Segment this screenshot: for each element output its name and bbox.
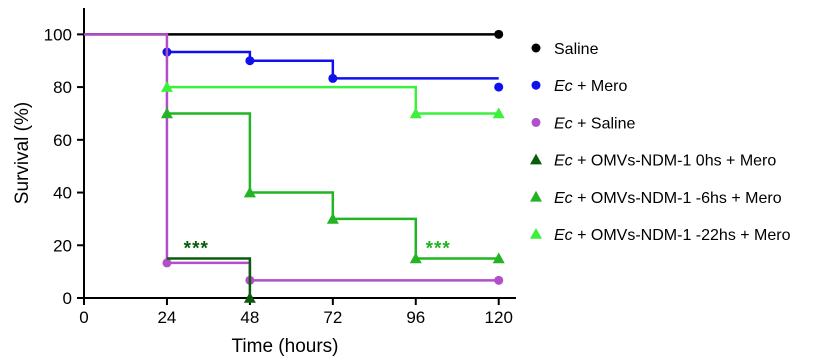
legend-label-organism: Ec: [554, 227, 573, 244]
legend-label-text: + OMVs-NDM-1 -6hs + Mero: [573, 190, 782, 207]
legend-label: Ec + Mero: [554, 78, 627, 95]
legend-item: Ec + OMVs-NDM-1 -22hs + Mero: [530, 227, 791, 244]
series-2: [84, 33, 504, 285]
x-tick-label: 72: [323, 308, 342, 327]
data-point: [530, 190, 542, 202]
x-tick-label: 0: [79, 308, 88, 327]
legend-label-text: + Mero: [573, 78, 628, 95]
series-line: [166, 257, 252, 298]
legend-label: Saline: [554, 41, 599, 58]
y-tick-label: 40: [53, 184, 72, 203]
data-point: [160, 81, 173, 92]
legend-label: Ec + OMVs-NDM-1 -22hs + Mero: [554, 227, 791, 244]
legend-item: Saline: [531, 41, 599, 58]
legend-label-organism: Ec: [554, 190, 573, 207]
legend-label-text: + OMVs-NDM-1 0hs + Mero: [573, 153, 777, 170]
data-point: [328, 73, 338, 83]
data-point: [162, 258, 172, 268]
series-layer: [84, 29, 505, 303]
significance-annotation: ***: [184, 238, 209, 259]
x-tick-label: 24: [157, 308, 176, 327]
series-3: [166, 257, 256, 303]
data-point: [531, 43, 541, 53]
legend-label: Ec + OMVs-NDM-1 -6hs + Mero: [554, 190, 782, 207]
y-tick-label: 60: [53, 131, 72, 150]
legend-label-text: + OMVs-NDM-1 -22hs + Mero: [573, 227, 791, 244]
y-tick-label: 0: [63, 289, 72, 308]
data-point: [494, 275, 504, 285]
data-point: [494, 82, 504, 92]
y-tick-label: 20: [53, 236, 72, 255]
x-tick-label: 96: [406, 308, 425, 327]
data-point: [245, 56, 255, 66]
legend-label-text: + Saline: [573, 115, 636, 132]
legend-item: Ec + OMVs-NDM-1 -6hs + Mero: [530, 190, 782, 207]
x-axis-title: Time (hours): [232, 336, 339, 357]
data-point: [492, 252, 505, 264]
data-point: [531, 80, 541, 90]
y-tick-label: 100: [44, 25, 72, 44]
data-point: [409, 107, 422, 119]
series-4: [160, 107, 505, 264]
y-tick-label: 80: [53, 78, 72, 97]
data-point: [530, 228, 542, 239]
legend-label-organism: Ec: [554, 153, 573, 170]
series-line: [166, 85, 499, 115]
legend-item: Ec + OMVs-NDM-1 0hs + Mero: [530, 153, 776, 170]
legend-label: Ec + OMVs-NDM-1 0hs + Mero: [554, 153, 776, 170]
data-point: [326, 212, 339, 224]
legend-label: Ec + Saline: [554, 115, 635, 132]
significance-annotation: ***: [426, 238, 451, 259]
legend-item: Ec + Mero: [531, 78, 627, 95]
series-line: [166, 50, 499, 80]
data-point: [492, 107, 505, 119]
series-1: [162, 47, 504, 92]
x-tick-label: 48: [240, 308, 259, 327]
data-point: [243, 186, 256, 198]
legend-label-text: Saline: [554, 41, 599, 58]
axes: 0 24 48 72 96 120 0 20 40 60 80 100 Time (hours) Surv…: [12, 8, 516, 357]
series-line: [84, 33, 499, 282]
data-point: [531, 117, 541, 127]
data-point: [243, 292, 256, 303]
series-line: [166, 112, 499, 260]
data-point: [409, 252, 422, 264]
data-point: [160, 107, 173, 119]
legend-item: Ec + Saline: [531, 115, 635, 132]
annotation-layer: *** ***: [184, 238, 451, 259]
legend-label-organism: Ec: [554, 78, 573, 95]
y-axis-title: Survival (%): [12, 102, 33, 204]
series-5: [160, 81, 505, 119]
data-point: [494, 29, 504, 39]
x-tick-label: 120: [485, 308, 513, 327]
legend-label-organism: Ec: [554, 115, 573, 132]
data-point: [530, 153, 542, 165]
